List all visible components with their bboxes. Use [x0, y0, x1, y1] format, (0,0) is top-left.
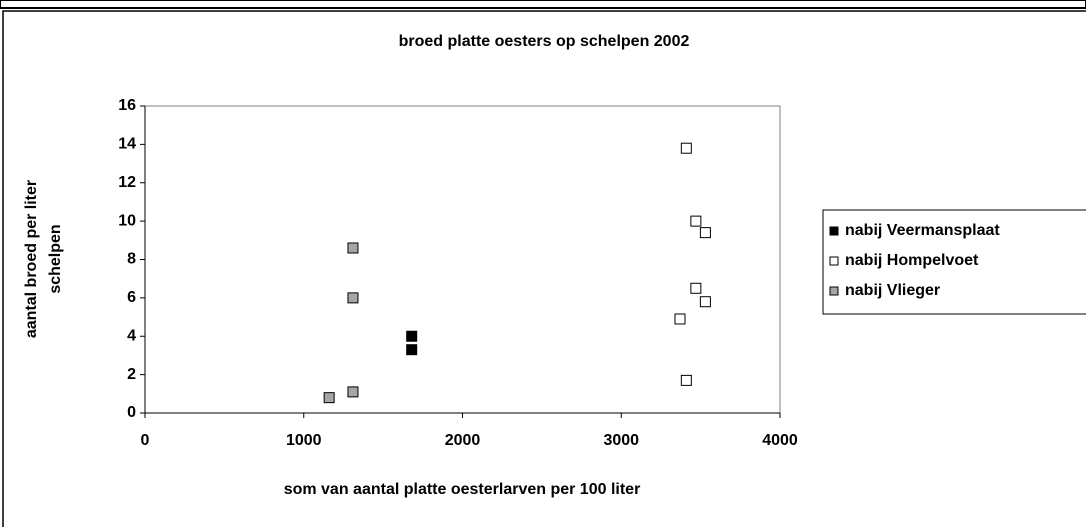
- y-tick-label: 10: [118, 212, 136, 229]
- y-axis-label: schelpen: [47, 224, 64, 293]
- marker: [347, 242, 359, 254]
- legend-label: nabij Veermansplaat: [845, 222, 1000, 239]
- legend-box: [822, 209, 1086, 315]
- y-tick-label: 8: [127, 251, 136, 268]
- marker: [699, 227, 711, 239]
- x-tick-label: 3000: [603, 432, 639, 449]
- legend-swatch: [829, 286, 839, 296]
- marker: [674, 313, 686, 325]
- x-tick-label: 1000: [286, 432, 322, 449]
- marker: [406, 344, 418, 356]
- marker: [680, 142, 692, 154]
- chart-title: broed platte oesters op schelpen 2002: [399, 33, 690, 50]
- x-tick-label: 0: [141, 432, 150, 449]
- y-tick-label: 6: [127, 289, 136, 306]
- y-tick-label: 4: [127, 327, 136, 344]
- legend-label: nabij Hompelvoet: [845, 252, 979, 269]
- legend-label: nabij Vlieger: [845, 282, 940, 299]
- legend-swatch: [829, 226, 839, 236]
- marker: [699, 296, 711, 308]
- x-tick-label: 4000: [762, 432, 798, 449]
- marker: [680, 374, 692, 386]
- x-tick-label: 2000: [445, 432, 481, 449]
- marker: [347, 386, 359, 398]
- y-tick-label: 0: [127, 404, 136, 421]
- marker: [323, 392, 335, 404]
- y-axis-label: aantal broed per liter: [23, 180, 40, 338]
- marker: [406, 330, 418, 342]
- legend-swatch: [829, 256, 839, 266]
- y-tick-label: 14: [118, 136, 136, 153]
- y-tick-label: 12: [118, 174, 136, 191]
- top-frame: [0, 0, 1086, 9]
- marker: [690, 215, 702, 227]
- y-tick-label: 2: [127, 366, 136, 383]
- y-tick-label: 16: [118, 97, 136, 114]
- plot-area: [144, 105, 781, 414]
- marker: [347, 292, 359, 304]
- marker: [690, 282, 702, 294]
- x-axis-label: som van aantal platte oesterlarven per 1…: [284, 481, 641, 498]
